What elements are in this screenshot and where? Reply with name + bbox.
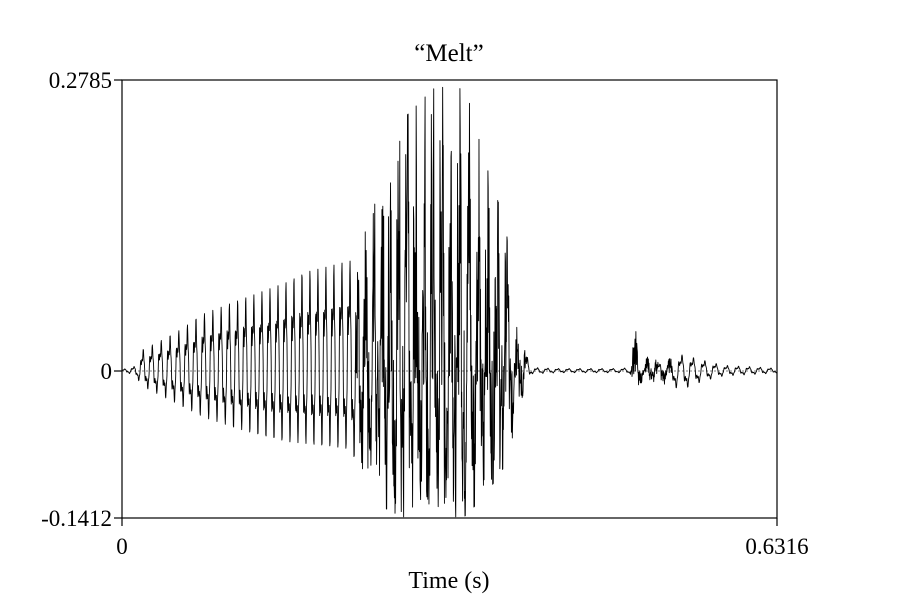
chart-title: “Melt” xyxy=(414,40,483,67)
plot-frame xyxy=(121,79,778,519)
y-tick-label-max: 0.2785 xyxy=(49,68,112,93)
y-tick-label-zero: 0 xyxy=(101,359,113,384)
waveform-line xyxy=(121,86,778,518)
x-tick-label-end: 0.6316 xyxy=(745,534,808,559)
x-axis-label: Time (s) xyxy=(408,568,489,594)
y-tick-label-min: -0.1412 xyxy=(41,506,112,531)
x-tick-label-start: 0 xyxy=(116,534,128,559)
